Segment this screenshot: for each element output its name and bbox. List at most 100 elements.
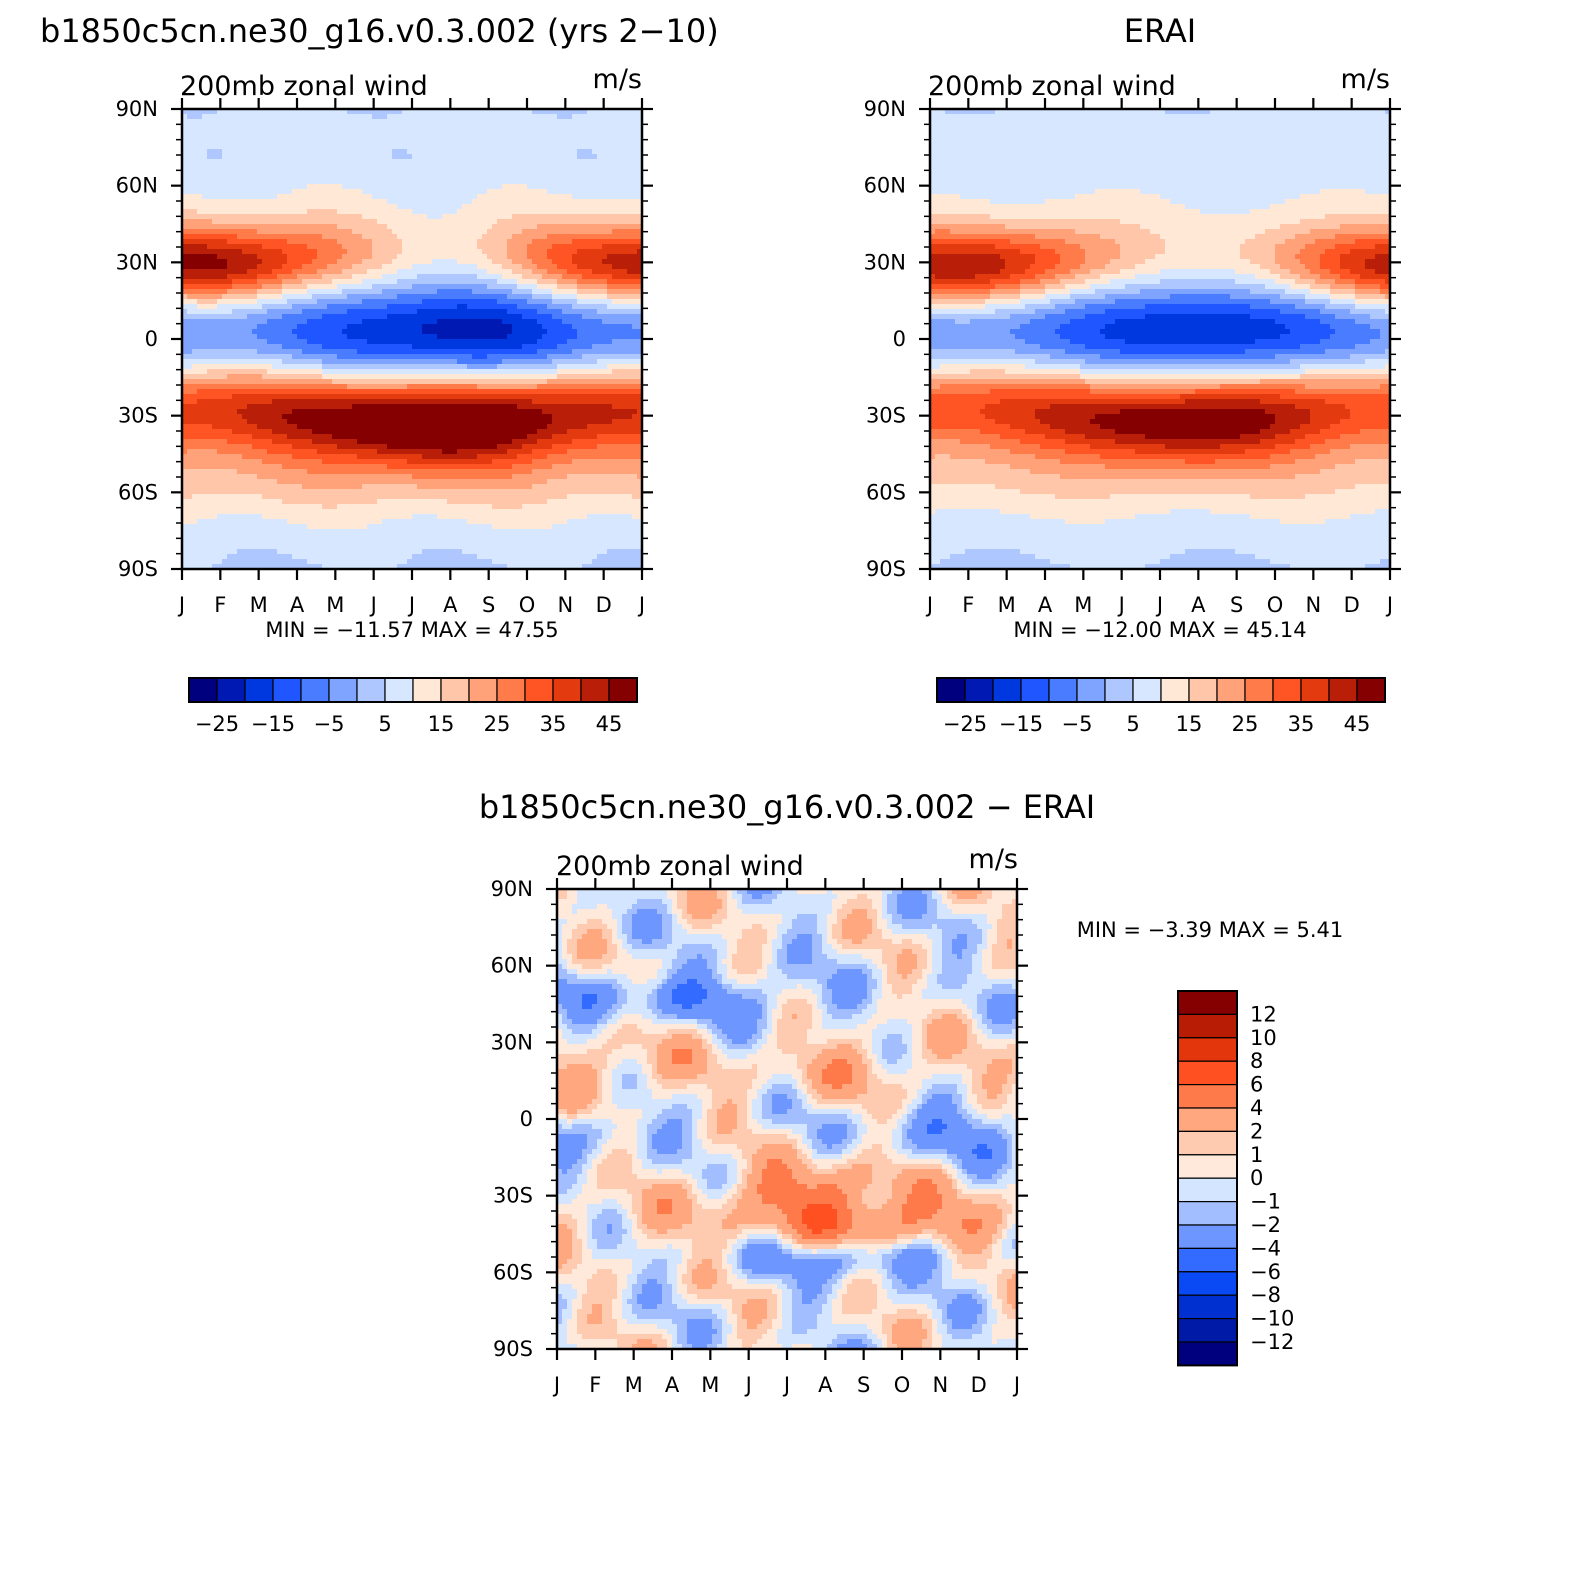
contour-cell xyxy=(602,349,608,355)
contour-cell xyxy=(442,289,448,295)
contour-cell xyxy=(342,139,348,145)
contour-cell xyxy=(457,354,463,360)
contour-cell xyxy=(637,154,642,160)
contour-cell xyxy=(377,299,383,305)
contour-cell xyxy=(392,214,398,220)
contour-cell xyxy=(207,194,213,200)
contour-cell xyxy=(272,369,278,375)
contour-cell xyxy=(497,144,503,150)
contour-cell xyxy=(252,184,258,190)
contour-cell xyxy=(272,214,278,220)
contour-cell xyxy=(422,279,428,285)
contour-cell xyxy=(332,264,338,270)
contour-cell xyxy=(632,149,638,155)
contour-cell xyxy=(237,159,243,165)
contour-cell xyxy=(602,204,608,210)
contour-cell xyxy=(507,319,513,325)
contour-cell xyxy=(312,109,318,115)
contour-cell xyxy=(302,324,308,330)
contour-cell xyxy=(462,144,468,150)
contour-cell xyxy=(602,319,608,325)
contour-cell xyxy=(362,334,368,340)
contour-cell xyxy=(477,194,483,200)
contour-cell xyxy=(252,114,258,120)
contour-cell xyxy=(537,274,543,280)
contour-cell xyxy=(552,144,558,150)
contour-cell xyxy=(332,374,338,380)
contour-cell xyxy=(327,369,333,375)
contour-cell xyxy=(217,204,223,210)
contour-cell xyxy=(527,219,533,225)
contour-cell xyxy=(237,229,243,235)
contour-cell xyxy=(252,199,258,205)
contour-cell xyxy=(337,114,343,120)
contour-cell xyxy=(262,159,268,165)
contour-cell xyxy=(197,359,203,365)
contour-cell xyxy=(317,164,323,170)
contour-cell xyxy=(202,174,208,180)
contour-cell xyxy=(447,159,453,165)
contour-cell xyxy=(592,174,598,180)
contour-cell xyxy=(422,349,428,355)
contour-cell xyxy=(637,364,642,370)
contour-cell xyxy=(537,164,543,170)
contour-cell xyxy=(467,344,473,350)
contour-cell xyxy=(522,129,528,135)
contour-cell xyxy=(577,254,583,260)
contour-cell xyxy=(227,249,233,255)
contour-cell xyxy=(382,129,388,135)
contour-cell xyxy=(437,114,443,120)
contour-cell xyxy=(577,324,583,330)
contour-cell xyxy=(342,274,348,280)
contour-cell xyxy=(292,284,298,290)
contour-cell xyxy=(617,294,623,300)
contour-cell xyxy=(332,119,338,125)
contour-cell xyxy=(392,159,398,165)
contour-cell xyxy=(457,319,463,325)
contour-cell xyxy=(457,349,463,355)
contour-cell xyxy=(252,319,258,325)
contour-cell xyxy=(522,124,528,130)
contour-cell xyxy=(622,164,628,170)
contour-cell xyxy=(637,114,642,120)
contour-cell xyxy=(592,314,598,320)
contour-cell xyxy=(522,294,528,300)
contour-cell xyxy=(262,189,268,195)
contour-cell xyxy=(342,234,348,240)
contour-cell xyxy=(547,264,553,270)
contour-cell xyxy=(527,119,533,125)
contour-cell xyxy=(447,229,453,235)
contour-cell xyxy=(342,314,348,320)
contour-cell xyxy=(402,209,408,215)
contour-cell xyxy=(632,369,638,375)
contour-cell xyxy=(277,324,283,330)
contour-cell xyxy=(522,204,528,210)
contour-cell xyxy=(517,264,523,270)
contour-cell xyxy=(252,294,258,300)
contour-cell xyxy=(522,164,528,170)
contour-cell xyxy=(337,139,343,145)
contour-cell xyxy=(412,359,418,365)
contour-cell xyxy=(452,109,458,115)
contour-cell xyxy=(322,229,328,235)
contour-cell xyxy=(407,114,413,120)
contour-cell xyxy=(407,119,413,125)
contour-cell xyxy=(437,279,443,285)
contour-cell xyxy=(582,259,588,265)
contour-cell xyxy=(617,199,623,205)
contour-cell xyxy=(282,304,288,310)
contour-cell xyxy=(237,169,243,175)
contour-cell xyxy=(487,334,493,340)
contour-cell xyxy=(317,219,323,225)
contour-cell xyxy=(257,249,263,255)
contour-cell xyxy=(412,339,418,345)
contour-cell xyxy=(207,344,213,350)
contour-cell xyxy=(557,319,563,325)
contour-cell xyxy=(232,299,238,305)
contour-cell xyxy=(197,349,203,355)
contour-cell xyxy=(357,129,363,135)
contour-cell xyxy=(507,269,513,275)
contour-cell xyxy=(287,174,293,180)
contour-cell xyxy=(202,274,208,280)
contour-cell xyxy=(272,199,278,205)
